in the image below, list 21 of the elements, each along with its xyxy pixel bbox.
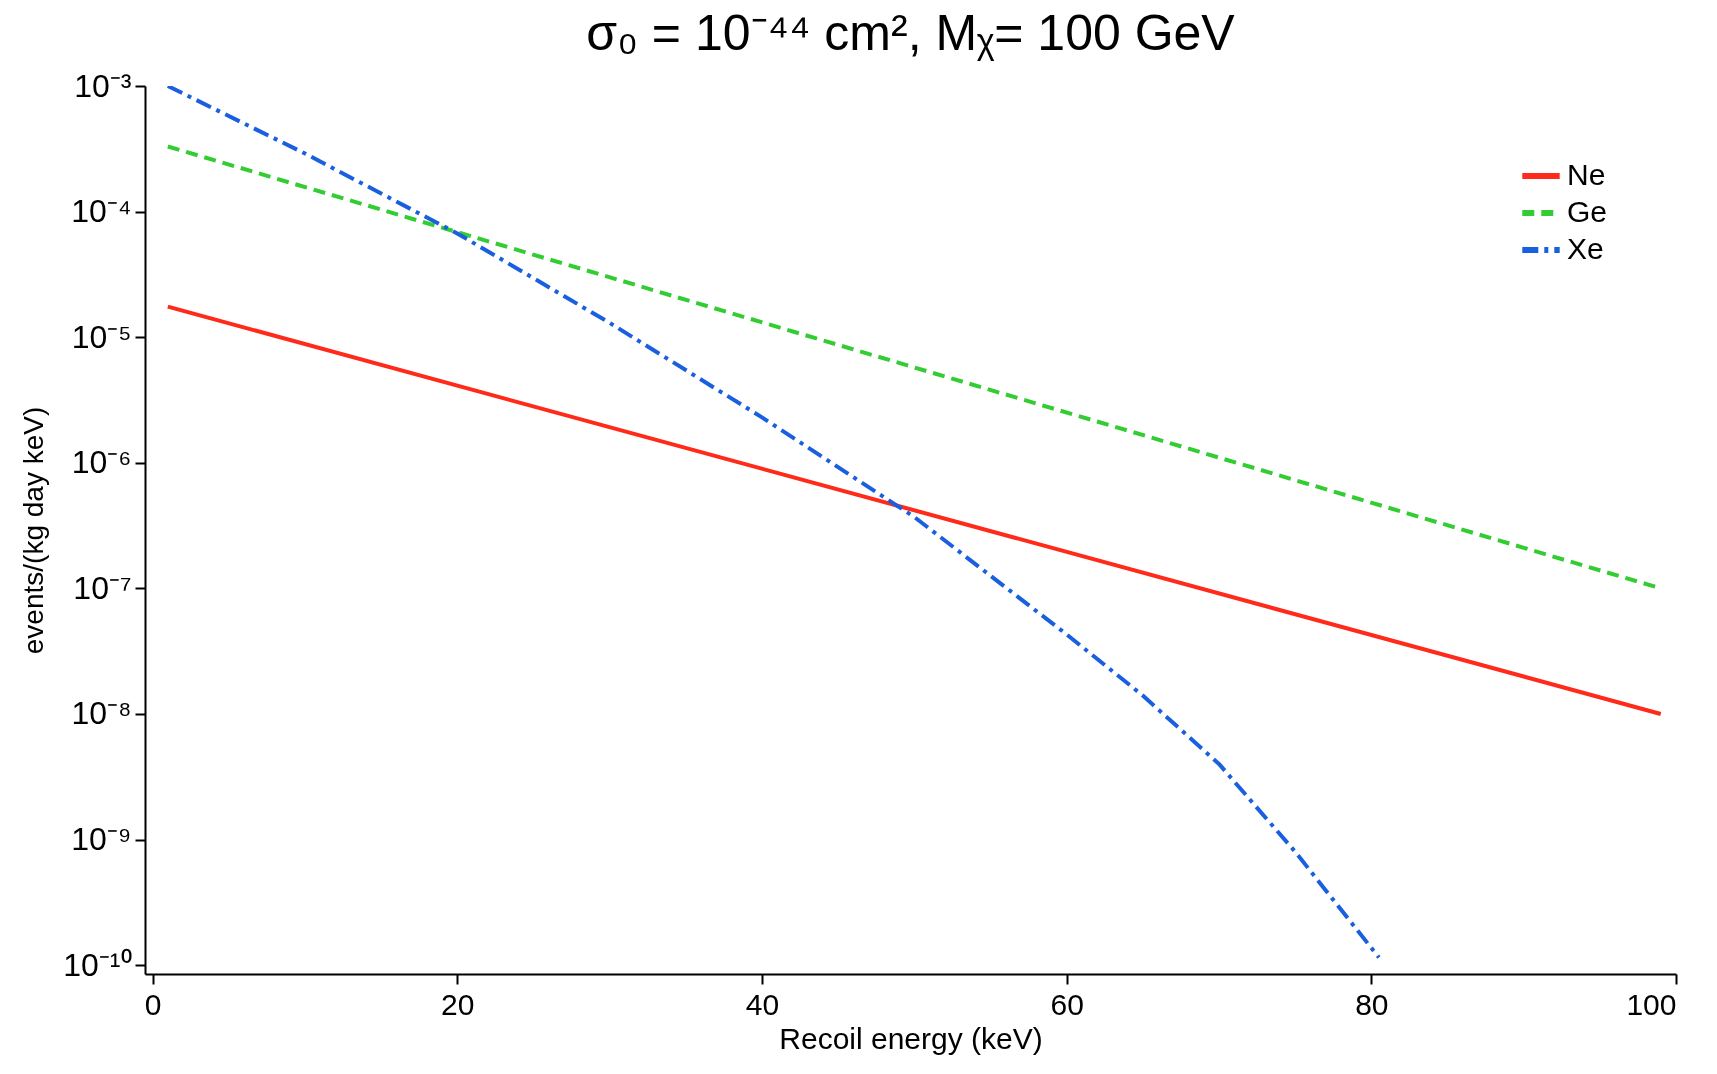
x-tick-label: 20 <box>441 987 475 1021</box>
y-axis-title: events/(kg day keV) <box>18 406 50 655</box>
x-tick-label: 60 <box>1050 987 1084 1021</box>
x-tick-label: 100 <box>1626 987 1677 1021</box>
y-tick-label: 10⁻¹⁰ <box>63 946 132 983</box>
line-series <box>165 86 1381 960</box>
x-tick-label: 0 <box>144 987 162 1021</box>
y-tick-label: 10⁻⁹ <box>71 821 132 858</box>
legend-label: Ge <box>1567 195 1608 228</box>
chart-title: σ₀ = 10⁻⁴⁴ cm², Mᵪ= 100 GeV <box>586 5 1236 61</box>
x-axis-title: Recoil energy (keV) <box>779 1021 1043 1055</box>
y-tick-label: 10⁻⁶ <box>71 444 132 481</box>
legend-label: Ne <box>1567 158 1606 191</box>
legend-label: Xe <box>1567 232 1604 265</box>
y-tick-label: 10⁻³ <box>74 67 132 104</box>
y-tick-label: 10⁻⁷ <box>73 569 132 606</box>
y-tick-label: 10⁻⁴ <box>71 193 132 230</box>
y-tick-label: 10⁻⁵ <box>71 318 132 355</box>
x-tick-label: 80 <box>1355 987 1389 1021</box>
y-tick-label: 10⁻⁸ <box>71 695 132 732</box>
x-tick-label: 40 <box>745 987 780 1021</box>
